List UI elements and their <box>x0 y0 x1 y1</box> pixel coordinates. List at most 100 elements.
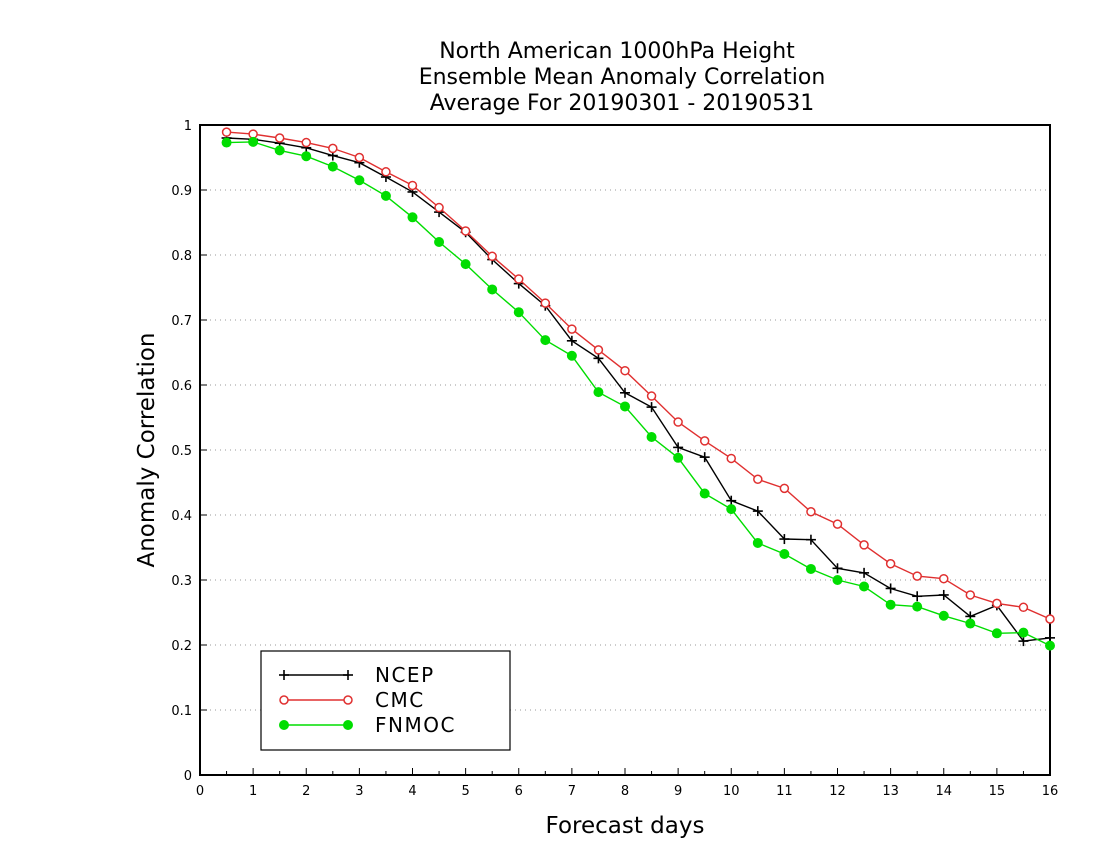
y-tick-label-0: 0 <box>184 769 192 784</box>
point-cmc-2 <box>274 133 285 143</box>
point-cmc-7 <box>407 180 418 191</box>
point-cmc-5 <box>354 152 365 163</box>
point-cmc-11 <box>514 274 524 284</box>
point-cmc-12 <box>540 298 551 308</box>
series-layer <box>221 127 1055 651</box>
gridlines <box>200 189 1050 711</box>
point-ncep-15 <box>620 387 630 398</box>
point-fnmoc-8 <box>434 237 445 247</box>
y-tick-label-1: 0.1 <box>171 704 192 719</box>
chart-title: North American 1000hPa Height Ensemble M… <box>419 39 826 116</box>
point-ncep-18 <box>699 452 710 463</box>
point-cmc-8 <box>434 202 444 213</box>
x-tick-label-13: 13 <box>882 784 899 799</box>
title-line-3: Average For 20190301 - 20190531 <box>430 91 815 116</box>
point-cmc-28 <box>965 590 976 600</box>
legend-label-cmc: CMC <box>375 688 425 712</box>
point-ncep-23 <box>832 563 843 574</box>
legend-marker-start-fnmoc <box>279 720 289 730</box>
point-ncep-21 <box>779 534 790 545</box>
y-tick-label-9: 0.9 <box>171 184 192 199</box>
x-tick-label-16: 16 <box>1042 784 1059 799</box>
point-fnmoc-21 <box>779 549 790 559</box>
point-cmc-15 <box>620 365 630 376</box>
x-tick-label-0: 0 <box>196 784 204 799</box>
point-ncep-14 <box>593 353 604 364</box>
point-fnmoc-29 <box>991 628 1002 639</box>
point-cmc-4 <box>328 143 338 154</box>
point-cmc-0 <box>221 127 232 137</box>
point-cmc-31 <box>1045 614 1055 624</box>
point-fnmoc-30 <box>1018 627 1029 638</box>
point-fnmoc-0 <box>221 137 232 148</box>
x-tick-label-8: 8 <box>621 784 629 799</box>
x-tick-label-11: 11 <box>776 784 793 799</box>
point-fnmoc-27 <box>938 610 949 621</box>
point-fnmoc-12 <box>540 335 551 346</box>
series-line-fnmoc <box>226 141 1051 647</box>
point-fnmoc-19 <box>726 504 737 515</box>
x-tick-label-9: 9 <box>674 784 682 799</box>
y-axis-title: Anomaly Correlation <box>134 332 160 567</box>
x-tick-label-6: 6 <box>515 784 523 799</box>
point-fnmoc-26 <box>912 601 923 612</box>
point-cmc-6 <box>381 167 391 177</box>
legend-item-fnmoc: FNMOC <box>279 713 454 737</box>
point-cmc-13 <box>567 324 577 334</box>
title-line-1: North American 1000hPa Height <box>439 39 795 64</box>
point-cmc-24 <box>859 540 869 550</box>
x-axis-title: Forecast days <box>546 813 705 839</box>
point-cmc-29 <box>992 598 1002 609</box>
point-cmc-16 <box>646 391 657 401</box>
point-cmc-18 <box>699 436 710 446</box>
point-cmc-23 <box>832 519 843 529</box>
legend-marker-end-ncep <box>343 670 353 680</box>
y-tick-label-6: 0.6 <box>171 379 192 394</box>
point-ncep-25 <box>885 583 896 594</box>
legend-item-cmc: CMC <box>279 688 425 712</box>
x-tick-label-4: 4 <box>408 784 416 799</box>
point-cmc-21 <box>779 483 790 494</box>
point-fnmoc-20 <box>752 537 763 548</box>
point-ncep-26 <box>912 591 923 602</box>
x-tick-label-5: 5 <box>461 784 469 799</box>
point-ncep-30 <box>1018 636 1029 647</box>
legend-marker-end-cmc <box>343 695 353 705</box>
y-tick-label-2: 0.2 <box>171 639 192 654</box>
point-ncep-27 <box>938 589 949 600</box>
point-cmc-25 <box>885 559 896 569</box>
point-fnmoc-6 <box>380 190 391 201</box>
x-tick-label-3: 3 <box>355 784 363 799</box>
series-line-ncep <box>226 137 1051 642</box>
point-cmc-14 <box>593 345 604 355</box>
legend-marker-start-cmc <box>279 695 289 705</box>
point-cmc-22 <box>806 507 816 517</box>
point-cmc-9 <box>460 226 471 236</box>
point-ncep-24 <box>859 567 870 578</box>
point-fnmoc-23 <box>832 575 843 585</box>
point-cmc-19 <box>726 453 736 464</box>
x-tick-label-7: 7 <box>568 784 576 799</box>
point-fnmoc-18 <box>699 488 710 499</box>
series-ncep <box>221 133 1055 647</box>
y-tick-label-4: 0.4 <box>171 509 192 524</box>
y-tick-label-10: 1 <box>184 119 192 134</box>
point-cmc-27 <box>939 573 949 584</box>
title-line-2: Ensemble Mean Anomaly Correlation <box>419 65 826 90</box>
point-fnmoc-11 <box>513 307 524 318</box>
point-fnmoc-10 <box>487 284 498 295</box>
point-cmc-30 <box>1018 602 1029 613</box>
legend-marker-start-ncep <box>279 670 289 680</box>
point-cmc-26 <box>912 571 922 581</box>
point-cmc-10 <box>487 251 497 262</box>
point-cmc-20 <box>753 474 763 484</box>
point-fnmoc-9 <box>460 259 471 270</box>
point-fnmoc-31 <box>1045 640 1055 651</box>
point-cmc-17 <box>673 417 683 427</box>
point-fnmoc-17 <box>673 452 684 463</box>
point-fnmoc-28 <box>965 618 976 629</box>
point-ncep-16 <box>646 402 657 413</box>
point-fnmoc-1 <box>248 136 259 147</box>
